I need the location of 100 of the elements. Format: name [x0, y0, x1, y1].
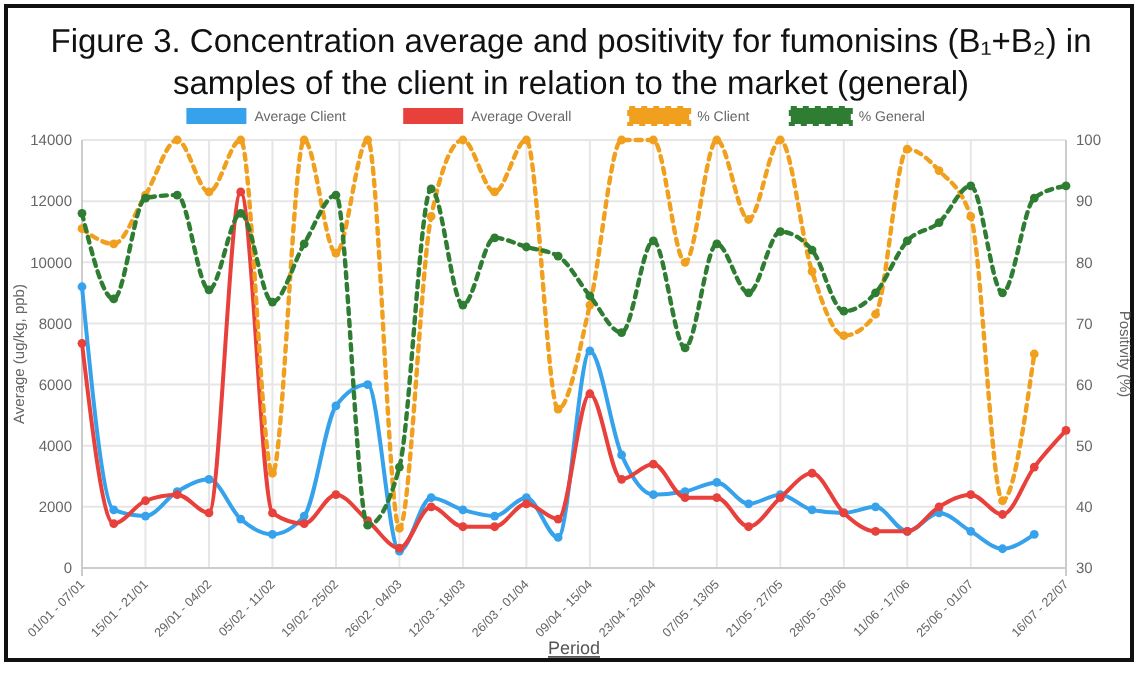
point [998, 544, 1007, 554]
point [204, 285, 214, 295]
point [363, 520, 373, 530]
point [617, 474, 627, 484]
point [141, 511, 150, 521]
point [77, 282, 87, 292]
point [680, 343, 690, 353]
point [648, 236, 658, 246]
point [299, 135, 309, 145]
point [172, 190, 182, 200]
point [395, 523, 404, 533]
point [585, 346, 595, 356]
point [204, 508, 214, 518]
point [490, 187, 500, 197]
point [998, 496, 1007, 506]
point [236, 187, 246, 197]
point [141, 496, 150, 506]
point [268, 529, 277, 539]
point [807, 505, 817, 515]
point [744, 522, 753, 532]
point [458, 135, 468, 145]
point [680, 493, 690, 503]
point [553, 404, 563, 414]
point [807, 468, 817, 478]
point [680, 257, 690, 267]
point [553, 514, 563, 524]
point [268, 297, 277, 307]
point [299, 519, 309, 529]
point [712, 135, 722, 145]
point [617, 135, 627, 145]
x-axis-title: Period [547, 638, 601, 658]
point [648, 459, 658, 469]
point [902, 236, 912, 246]
point [109, 505, 119, 515]
point [744, 288, 753, 298]
point [934, 502, 944, 512]
point [426, 184, 436, 194]
point [902, 144, 912, 154]
point [521, 499, 531, 509]
point [871, 502, 880, 512]
point [299, 239, 309, 249]
point [871, 309, 880, 319]
point [966, 526, 976, 536]
point [109, 519, 119, 529]
point [712, 493, 722, 503]
point [426, 493, 436, 503]
point [331, 490, 341, 500]
chart-title: Figure 3. Concentration average and positivity for fumonisins (B₁+B₂) in samples of the client in relation to the market (general) [48, 22, 1094, 106]
point [553, 251, 563, 261]
point [490, 522, 500, 532]
point [934, 218, 944, 227]
point [775, 227, 785, 237]
point [966, 212, 976, 221]
point [331, 190, 341, 200]
point [807, 267, 817, 276]
point [617, 450, 627, 460]
point [426, 212, 436, 221]
point [490, 511, 500, 521]
point [363, 135, 373, 145]
point [490, 233, 500, 243]
point [871, 526, 880, 536]
point [458, 505, 468, 515]
point [363, 380, 373, 389]
point [617, 328, 627, 337]
point [934, 166, 944, 175]
point [1061, 426, 1071, 435]
point [1029, 529, 1039, 539]
point [871, 288, 880, 298]
point [648, 490, 658, 500]
point [236, 135, 246, 145]
point [426, 502, 436, 512]
point [585, 389, 595, 399]
point [331, 401, 341, 411]
point [807, 245, 817, 255]
point [775, 135, 785, 145]
point [521, 242, 531, 252]
point [966, 181, 976, 191]
point [458, 300, 468, 310]
point [712, 239, 722, 249]
point [966, 490, 976, 500]
point [109, 239, 119, 249]
point [172, 135, 182, 145]
point [553, 533, 563, 542]
point [236, 208, 246, 218]
point [331, 248, 341, 258]
point [839, 331, 849, 341]
point [839, 306, 849, 316]
point [77, 338, 87, 348]
point [204, 187, 214, 197]
point [998, 288, 1007, 298]
point [712, 478, 722, 487]
point [1029, 193, 1039, 203]
point [1029, 462, 1039, 472]
point [998, 510, 1007, 519]
point [395, 462, 404, 472]
point [585, 291, 595, 301]
point [1061, 181, 1071, 191]
point [109, 294, 119, 304]
point [521, 135, 531, 145]
point [648, 135, 658, 145]
